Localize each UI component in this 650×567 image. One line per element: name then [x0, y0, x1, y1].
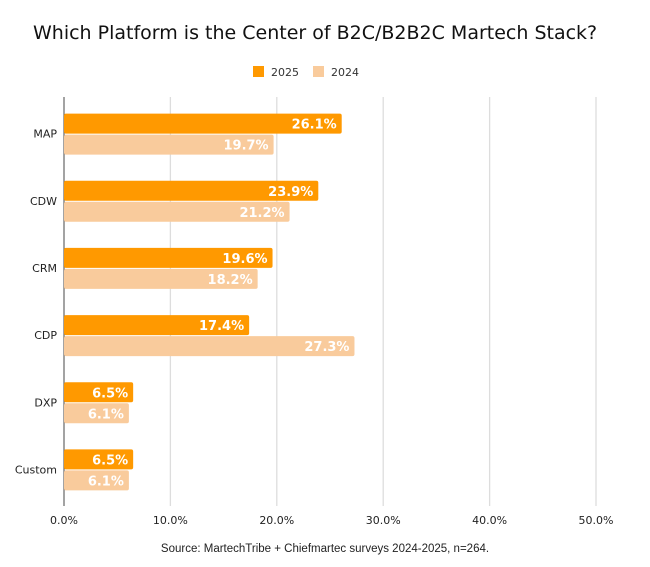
legend-label: 2025 [271, 66, 299, 79]
data-label: 21.2% [239, 206, 284, 221]
legend-swatch [313, 66, 324, 77]
category-label: CRM [32, 262, 57, 275]
x-tick-label: 10.0% [153, 514, 188, 527]
data-label: 6.1% [88, 474, 124, 489]
legend-swatch [253, 66, 264, 77]
x-tick-label: 50.0% [579, 514, 614, 527]
bar [64, 201, 290, 222]
data-label: 6.5% [92, 453, 128, 468]
bar [64, 336, 355, 357]
bar [64, 449, 134, 470]
data-label: 19.7% [223, 139, 268, 154]
source-note: Source: MartechTribe + Chiefmartec surve… [160, 543, 490, 555]
data-label: 19.6% [222, 252, 267, 267]
bar [64, 470, 129, 491]
bar [64, 315, 250, 336]
bar [64, 382, 134, 403]
bar [64, 180, 319, 201]
data-label: 6.1% [88, 407, 124, 422]
category-label: MAP [33, 128, 57, 141]
data-label: 27.3% [304, 340, 349, 355]
x-tick-label: 20.0% [259, 514, 294, 527]
bar [64, 113, 342, 134]
data-label: 6.5% [92, 386, 128, 401]
data-label: 26.1% [292, 118, 337, 133]
bar [64, 247, 273, 268]
bar [64, 403, 129, 424]
chart-title: Which Platform is the Center of B2C/B2B2… [33, 22, 598, 44]
category-label: CDW [30, 195, 57, 208]
legend-label: 2024 [331, 66, 359, 79]
category-label: DXP [34, 396, 57, 409]
x-tick-label: 40.0% [472, 514, 507, 527]
category-label: CDP [34, 329, 57, 342]
data-label: 23.9% [268, 185, 313, 200]
bar [64, 134, 274, 155]
data-label: 17.4% [199, 319, 244, 334]
x-tick-label: 0.0% [50, 514, 78, 527]
data-label: 18.2% [208, 273, 253, 288]
category-label: Custom [15, 463, 57, 476]
bar [64, 268, 258, 289]
x-tick-label: 30.0% [366, 514, 401, 527]
